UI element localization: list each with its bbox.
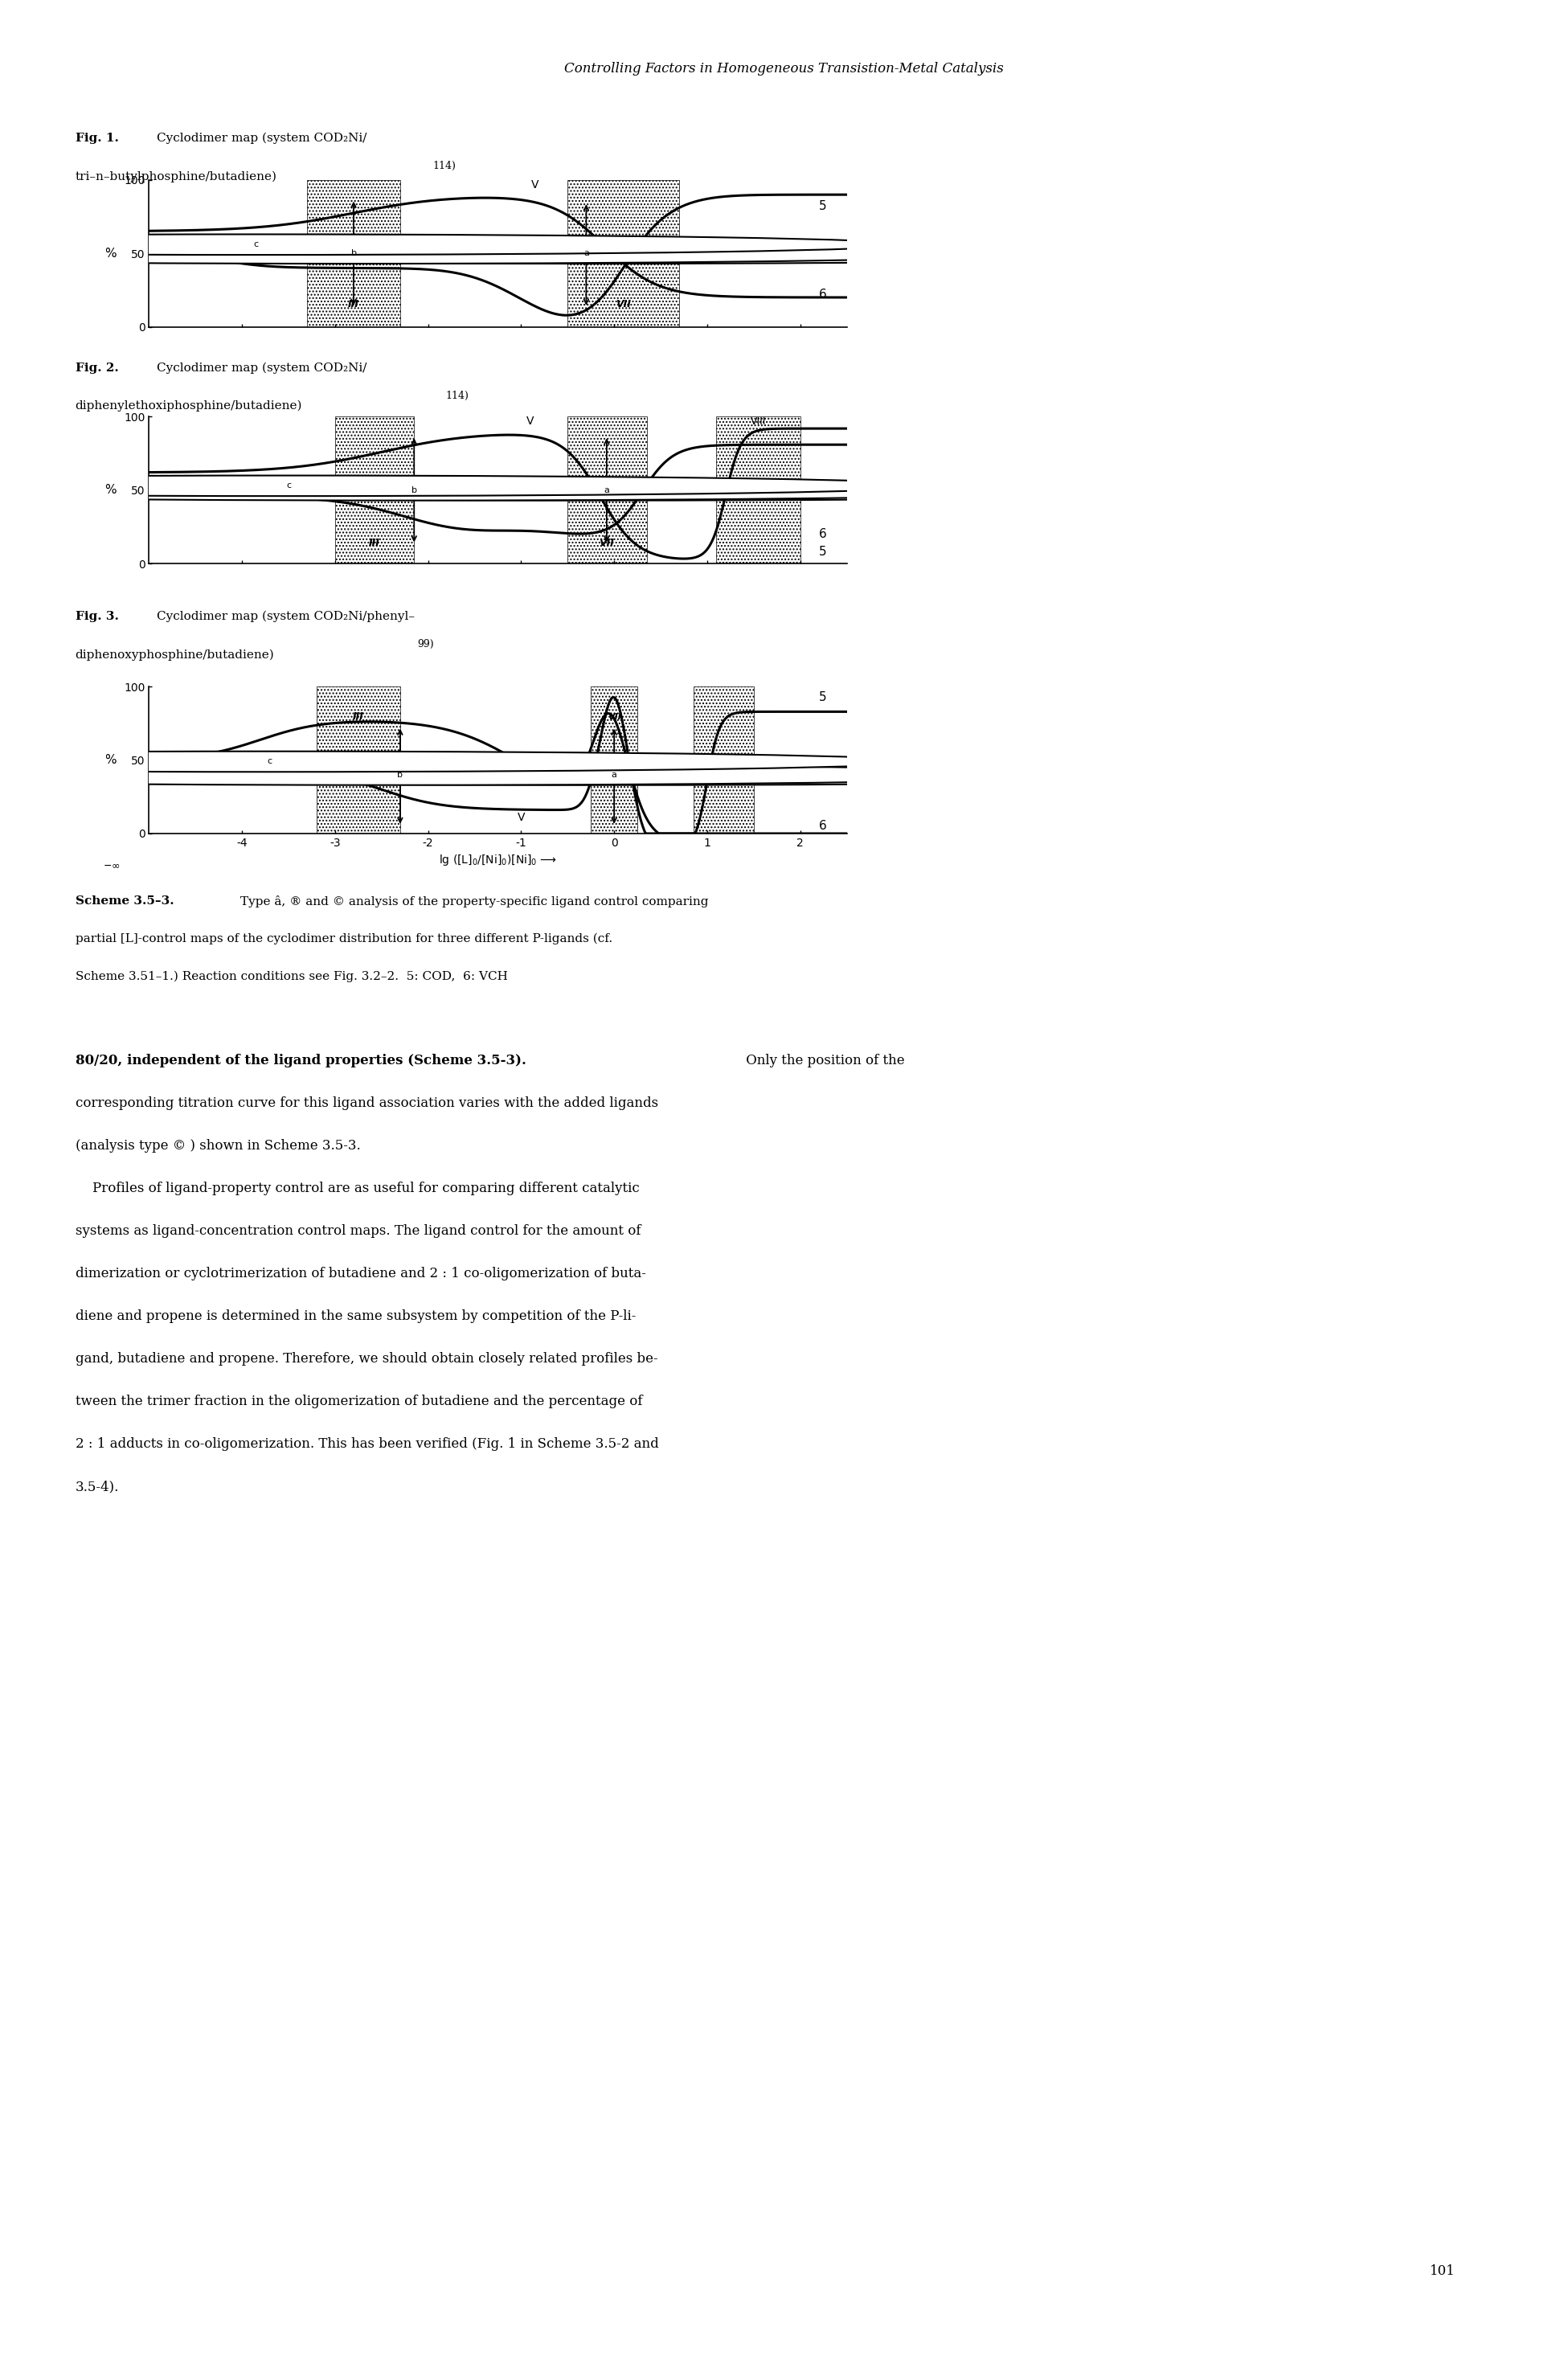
Text: diene and propene is determined in the same subsystem by competition of the P-li: diene and propene is determined in the s… — [75, 1310, 635, 1324]
Text: 6: 6 — [818, 289, 826, 301]
Y-axis label: %: % — [105, 753, 116, 767]
Text: Fig. 1.: Fig. 1. — [75, 133, 119, 144]
Text: 6: 6 — [818, 819, 826, 831]
Text: corresponding titration curve for this ligand association varies with the added : corresponding titration curve for this l… — [75, 1096, 659, 1111]
Text: 5: 5 — [818, 691, 826, 703]
Text: tween the trimer fraction in the oligomerization of butadiene and the percentage: tween the trimer fraction in the oligome… — [75, 1395, 643, 1409]
Circle shape — [0, 476, 939, 495]
Text: Type â, ® and © analysis of the property-specific ligand control comparing: Type â, ® and © analysis of the property… — [240, 895, 709, 907]
Text: a: a — [612, 772, 616, 779]
Text: III: III — [368, 538, 379, 549]
Text: a: a — [604, 485, 610, 495]
Circle shape — [0, 765, 1052, 786]
Text: 2 : 1 adducts in co-oligomerization. This has been verified (Fig. 1 in Scheme 3.: 2 : 1 adducts in co-oligomerization. Thi… — [75, 1437, 659, 1452]
Bar — [336, 417, 414, 564]
Text: Controlling Factors in Homogeneous Transistion-Metal Catalysis: Controlling Factors in Homogeneous Trans… — [564, 62, 1004, 76]
Circle shape — [0, 481, 1065, 500]
Text: gand, butadiene and propene. Therefore, we should obtain closely related profile: gand, butadiene and propene. Therefore, … — [75, 1352, 657, 1366]
Text: diphenylethoxiphosphine/butadiene): diphenylethoxiphosphine/butadiene) — [75, 400, 303, 412]
Text: Profiles of ligand-property control are as useful for comparing different cataly: Profiles of ligand-property control are … — [75, 1182, 640, 1196]
Circle shape — [0, 244, 1005, 263]
Circle shape — [0, 481, 1258, 500]
Text: VII: VII — [616, 298, 630, 310]
Text: VIII: VIII — [751, 417, 767, 426]
Text: VIII: VIII — [750, 483, 767, 493]
Text: VII: VII — [607, 713, 621, 720]
Text: $-\infty$: $-\infty$ — [103, 860, 121, 871]
X-axis label: lg ([L]$_0$/[Ni]$_0$)[Ni]$_0$ ⟶: lg ([L]$_0$/[Ni]$_0$)[Ni]$_0$ ⟶ — [439, 852, 557, 867]
Text: Cyclodimer map (system COD₂Ni/: Cyclodimer map (system COD₂Ni/ — [157, 133, 367, 144]
Text: 5: 5 — [818, 201, 826, 213]
Text: V: V — [517, 812, 525, 824]
Circle shape — [0, 234, 908, 256]
Text: VII: VII — [599, 538, 615, 549]
Text: Scheme 3.5–3.: Scheme 3.5–3. — [75, 895, 174, 907]
Text: c: c — [268, 758, 273, 765]
Text: b: b — [351, 249, 356, 258]
Text: 5: 5 — [818, 545, 826, 559]
Bar — [591, 687, 637, 834]
Bar — [693, 687, 754, 834]
Bar — [317, 687, 400, 834]
Text: Fig. 3.: Fig. 3. — [75, 611, 119, 623]
Text: Only the position of the: Only the position of the — [742, 1054, 905, 1068]
Text: III: III — [353, 710, 364, 722]
Text: b: b — [411, 485, 417, 495]
Bar — [307, 180, 400, 327]
Text: 3.5-4).: 3.5-4). — [75, 1480, 119, 1494]
Text: III: III — [348, 298, 359, 310]
Text: V: V — [527, 417, 535, 426]
Text: partial [L]-control maps of the cyclodimer distribution for three different P-li: partial [L]-control maps of the cyclodim… — [75, 933, 612, 945]
Text: diphenoxyphosphine/butadiene): diphenoxyphosphine/butadiene) — [75, 649, 274, 661]
Text: (analysis type © ) shown in Scheme 3.5-3.: (analysis type © ) shown in Scheme 3.5-3… — [75, 1139, 361, 1153]
Text: Fig. 2.: Fig. 2. — [75, 362, 119, 374]
Text: 6: 6 — [818, 528, 826, 540]
Text: Cyclodimer map (system COD₂Ni/phenyl–: Cyclodimer map (system COD₂Ni/phenyl– — [157, 611, 416, 623]
Y-axis label: %: % — [105, 483, 116, 497]
Bar — [568, 180, 679, 327]
Text: 101: 101 — [1430, 2264, 1455, 2278]
Bar — [717, 417, 800, 564]
Circle shape — [0, 751, 920, 772]
Bar — [568, 417, 646, 564]
Text: 114): 114) — [433, 161, 456, 170]
Text: 114): 114) — [445, 391, 469, 400]
Circle shape — [0, 244, 1237, 263]
Text: a: a — [583, 249, 590, 258]
Text: c: c — [254, 242, 259, 249]
Text: 80/20, independent of the ligand properties (Scheme 3.5-3).: 80/20, independent of the ligand propert… — [75, 1054, 525, 1068]
Circle shape — [0, 765, 1265, 786]
Text: systems as ligand-concentration control maps. The ligand control for the amount : systems as ligand-concentration control … — [75, 1224, 641, 1238]
Text: tri–n–butylphosphine/butadiene): tri–n–butylphosphine/butadiene) — [75, 170, 278, 182]
Text: dimerization or cyclotrimerization of butadiene and 2 : 1 co-oligomerization of : dimerization or cyclotrimerization of bu… — [75, 1267, 646, 1281]
Text: 99): 99) — [417, 639, 434, 649]
Text: b: b — [397, 772, 403, 779]
Text: V: V — [532, 180, 539, 189]
Text: VIII: VIII — [715, 753, 731, 762]
Text: Cyclodimer map (system COD₂Ni/: Cyclodimer map (system COD₂Ni/ — [157, 362, 367, 374]
Y-axis label: %: % — [105, 246, 116, 260]
Text: c: c — [285, 481, 292, 490]
Text: Scheme 3.51–1.) Reaction conditions see Fig. 3.2–2.  5: COD,  6: VCH: Scheme 3.51–1.) Reaction conditions see … — [75, 971, 508, 983]
